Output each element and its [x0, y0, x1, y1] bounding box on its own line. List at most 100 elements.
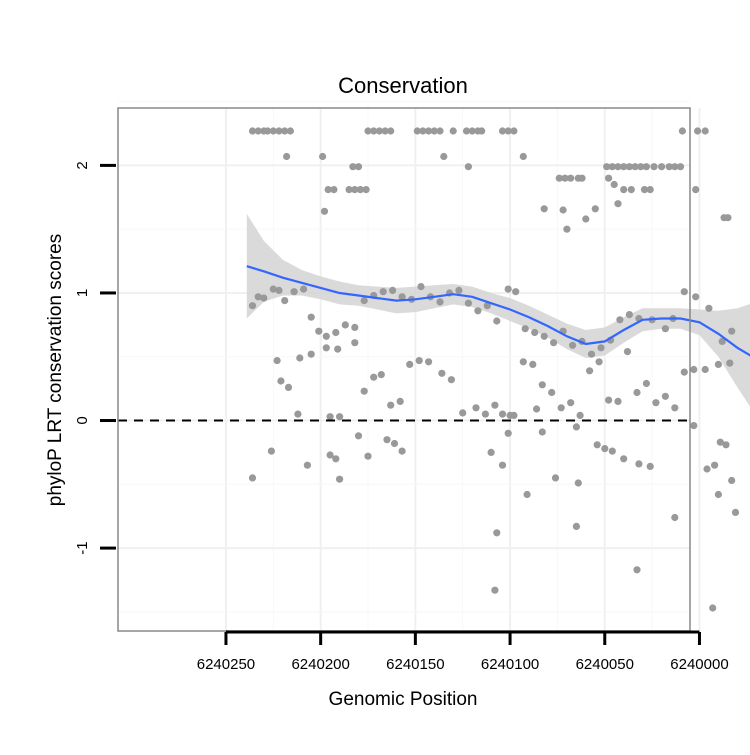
data-point: [351, 339, 359, 347]
chart-title: Conservation: [338, 73, 468, 98]
data-point: [377, 371, 385, 379]
data-point: [483, 302, 491, 310]
data-point: [491, 586, 499, 594]
data-point: [332, 455, 340, 463]
data-point: [273, 357, 281, 365]
data-point: [322, 332, 330, 340]
data-point: [398, 447, 406, 455]
data-point: [572, 522, 581, 531]
data-point: [290, 288, 298, 296]
data-point: [671, 163, 679, 171]
data-point: [447, 376, 455, 384]
data-point: [665, 163, 673, 171]
data-point: [506, 411, 514, 419]
data-point: [690, 422, 698, 430]
data-point: [538, 381, 546, 389]
data-point: [620, 186, 628, 194]
data-point: [533, 405, 541, 413]
data-point: [563, 225, 571, 233]
data-point: [572, 423, 581, 431]
data-point: [716, 438, 724, 446]
data-point: [436, 127, 444, 135]
data-point: [468, 127, 476, 135]
data-point: [637, 163, 645, 171]
y-axis: -1 0 1 2: [74, 161, 116, 555]
data-point: [326, 413, 334, 421]
data-point: [504, 127, 512, 135]
data-point: [254, 293, 262, 301]
data-point: [610, 180, 618, 189]
data-point: [478, 127, 486, 135]
data-point: [550, 339, 558, 347]
data-point: [608, 447, 616, 455]
data-point: [701, 365, 709, 374]
data-point: [264, 127, 272, 135]
x-tick-label: 6240150: [386, 656, 444, 673]
x-tick-label: 6240200: [291, 656, 349, 673]
plot-area: [118, 101, 750, 631]
data-point: [430, 127, 438, 135]
data-point: [519, 152, 527, 161]
data-point: [336, 475, 344, 483]
data-point: [671, 404, 679, 412]
data-point: [633, 388, 641, 397]
data-point: [267, 447, 275, 455]
data-point: [351, 323, 359, 331]
data-point: [605, 174, 613, 182]
data-point: [419, 127, 427, 135]
data-point: [425, 127, 433, 135]
data-point: [728, 476, 736, 485]
data-point: [569, 341, 577, 349]
x-tick-label: 6240250: [197, 656, 255, 673]
data-point: [559, 206, 567, 214]
data-point: [671, 513, 679, 522]
data-point: [296, 354, 304, 362]
y-axis-label: phyloP LRT conservation scores: [45, 234, 66, 507]
data-point: [351, 186, 359, 194]
data-point: [646, 186, 654, 194]
data-point: [277, 377, 285, 385]
data-point: [322, 344, 330, 352]
data-point: [254, 127, 262, 135]
data-point: [512, 288, 520, 296]
data-point: [548, 388, 556, 397]
data-point: [623, 348, 632, 356]
data-point: [390, 439, 399, 448]
data-point: [269, 127, 277, 135]
data-point: [375, 127, 383, 135]
data-point: [728, 327, 736, 335]
x-tick-label: 6240000: [670, 656, 728, 673]
data-point: [538, 428, 546, 436]
data-point: [360, 387, 368, 395]
data-point: [498, 461, 507, 469]
x-axis-label: Genomic Position: [329, 689, 478, 710]
data-point: [504, 429, 512, 437]
data-point: [286, 127, 294, 135]
data-point: [709, 604, 717, 612]
data-point: [678, 127, 687, 135]
y-tick-label: 2: [74, 161, 91, 169]
data-point: [436, 298, 444, 306]
data-point: [595, 358, 603, 366]
data-point: [396, 397, 404, 405]
data-point: [587, 350, 596, 358]
data-point: [459, 409, 467, 417]
data-point: [724, 214, 732, 222]
data-point: [413, 127, 421, 135]
data-point: [625, 163, 634, 171]
data-point: [354, 163, 363, 171]
data-point: [336, 413, 344, 421]
data-point: [449, 127, 457, 135]
data-point: [714, 490, 723, 499]
data-point: [354, 432, 363, 440]
data-point: [474, 307, 482, 315]
x-tick-label: 6240050: [576, 656, 634, 673]
data-point: [597, 344, 605, 352]
data-point: [370, 127, 378, 135]
data-point: [694, 127, 702, 135]
data-point: [303, 461, 311, 469]
data-point: [498, 410, 507, 418]
scatter-points: [248, 127, 740, 612]
data-point: [519, 358, 527, 366]
